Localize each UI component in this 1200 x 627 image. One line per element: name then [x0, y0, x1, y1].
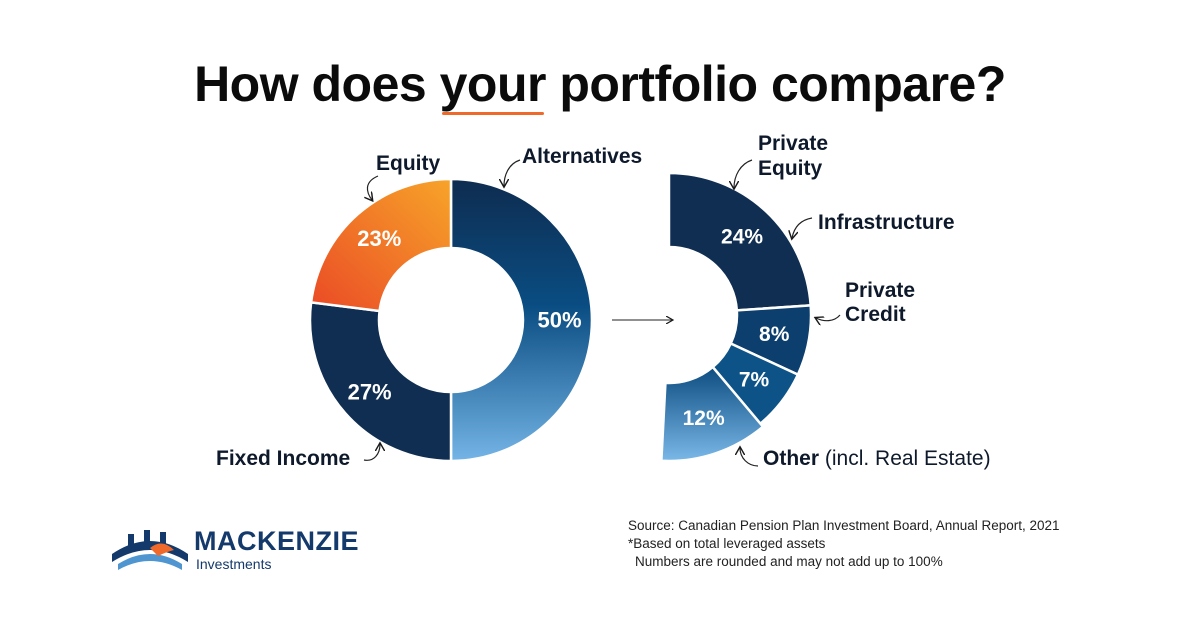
slice-value-equity: 23%: [357, 226, 401, 251]
alternatives-breakdown-donut: 24% 8% 7% 12%: [660, 171, 813, 463]
category-label-alternatives: Alternatives: [522, 145, 642, 168]
source-line-3: Numbers are rounded and may not add up t…: [635, 554, 943, 569]
leader-arrow-other: [740, 448, 759, 467]
title-emphasis: your: [439, 56, 546, 115]
category-label-other: Other (incl. Real Estate): [763, 447, 991, 470]
leader-arrow-fixed-income: [363, 444, 380, 461]
source-note: Source: Canadian Pension Plan Investment…: [628, 517, 1060, 571]
private-credit-line-2: Credit: [845, 303, 906, 326]
title-part-2: portfolio compare?: [545, 56, 1006, 112]
slice-private-equity: [667, 171, 813, 312]
other-label-rest: (incl. Real Estate): [819, 447, 991, 470]
leader-arrow-private-equity: [734, 159, 753, 188]
category-label-fixed-income: Fixed Income: [216, 447, 350, 470]
bridge-logo-icon: [112, 530, 188, 570]
slice-fixed-income: [308, 300, 453, 463]
source-line-1: Source: Canadian Pension Plan Investment…: [628, 518, 1060, 533]
other-label-bold: Other: [763, 447, 819, 470]
slice-other-incl-real-estate: [660, 365, 765, 463]
mackenzie-logo: MACKENZIE Investments: [110, 524, 360, 572]
logo-subtitle: Investments: [196, 556, 272, 572]
slice-value-private-equity: 24%: [721, 225, 763, 248]
allocation-donut: 50% 27% 23%: [308, 177, 594, 463]
private-equity-line-1: Private: [758, 132, 828, 155]
private-equity-line-2: Equity: [758, 157, 822, 180]
slice-value-alternatives: 50%: [537, 308, 581, 333]
leader-arrow-private-credit: [816, 314, 841, 321]
slice-value-infrastructure: 8%: [759, 323, 790, 346]
slice-equity: [309, 177, 453, 313]
category-label-private-equity: Private Equity: [758, 132, 834, 180]
category-label-infrastructure: Infrastructure: [818, 211, 955, 234]
source-line-2: *Based on total leveraged assets: [628, 536, 826, 551]
slice-value-private-credit: 7%: [739, 368, 770, 391]
slice-value-fixed-income: 27%: [348, 379, 392, 404]
slice-value-other-incl-real-estate: 12%: [683, 407, 725, 430]
category-label-private-credit: Private Credit: [845, 279, 921, 326]
title-part-1: How does: [194, 56, 440, 112]
private-credit-line-1: Private: [845, 279, 915, 302]
leader-arrow-alternatives: [504, 159, 521, 186]
leader-arrow-infrastructure: [792, 217, 813, 238]
page-title: How does your portfolio compare?: [0, 55, 1200, 115]
logo-name: MACKENZIE: [194, 526, 359, 556]
category-label-equity: Equity: [376, 152, 440, 175]
leader-arrow-equity: [367, 175, 379, 200]
slice-alternatives: [449, 177, 594, 463]
